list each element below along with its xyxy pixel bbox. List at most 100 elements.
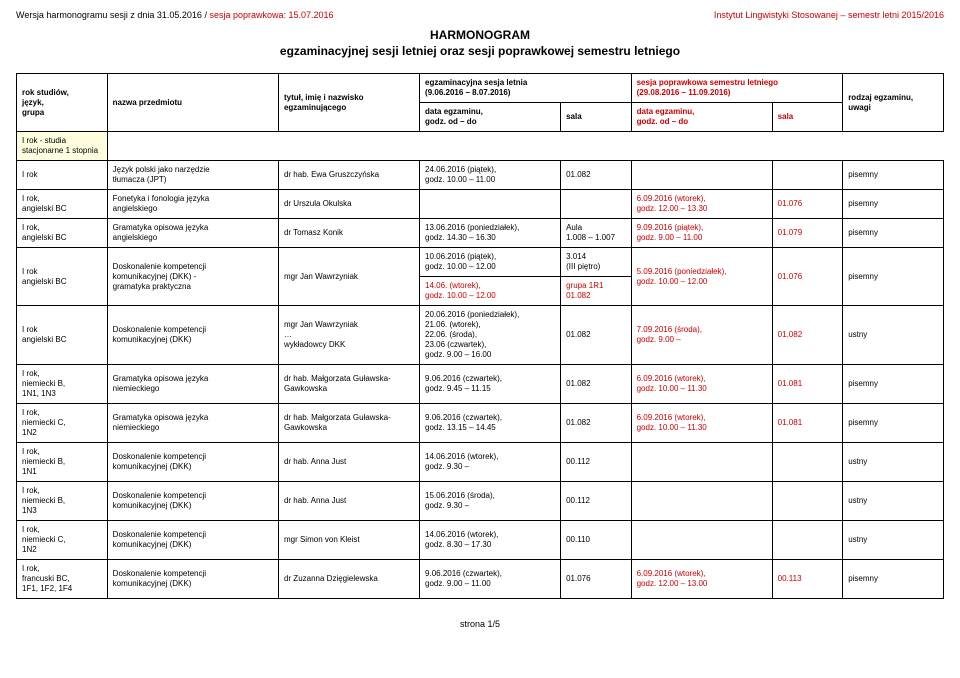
cell-rok: I rokangielski BC xyxy=(17,306,108,365)
cell-przedmiot: Fonetyka i fonologia językaangielskiego xyxy=(107,190,278,219)
cell-data2: 6.09.2016 (wtorek),godz. 10.00 – 11.30 xyxy=(631,404,772,443)
cell-grupa-sala: grupa 1R101.082 xyxy=(561,277,632,306)
version-resit: sesja poprawkowa: 15.07.2016 xyxy=(207,10,334,20)
cell-rodzaj: pisemny xyxy=(843,560,944,599)
cell-egzaminator: dr hab. Małgorzata Guławska-Gawkowska xyxy=(278,404,419,443)
cell-egzaminator: mgr Jan Wawrzyniak…wykładowcy DKK xyxy=(278,306,419,365)
col-egzaminator: tytuł, imię i nazwiskoegzaminującego xyxy=(278,74,419,132)
title-line2: egzaminacyjnej sesji letniej oraz sesji … xyxy=(16,44,944,60)
cell-data2: 7.09.2016 (środa),godz. 9.00 – xyxy=(631,306,772,365)
cell-przedmiot: Gramatyka opisowa językaniemieckiego xyxy=(107,365,278,404)
cell-data1: 14.06.2016 (wtorek),godz. 9.30 – xyxy=(420,443,561,482)
cell-rok: I rok,niemiecki B,1N1 xyxy=(17,443,108,482)
cell-przedmiot: Doskonalenie kompetencjikomunikacyjnej (… xyxy=(107,482,278,521)
cell-data1: 24.06.2016 (piątek),godz. 10.00 – 11.00 xyxy=(420,161,561,190)
cell-sala2: 01.076 xyxy=(772,248,843,306)
cell-przedmiot: Doskonalenie kompetencjikomunikacyjnej (… xyxy=(107,443,278,482)
cell-data1: 15.06.2016 (środa),godz. 9.30 – xyxy=(420,482,561,521)
cell-sala1: 01.082 xyxy=(561,306,632,365)
cell-egzaminator: dr hab. Anna Just xyxy=(278,482,419,521)
cell-sala2: 01.081 xyxy=(772,365,843,404)
cell-rodzaj: ustny xyxy=(843,306,944,365)
section-blank xyxy=(107,132,943,161)
cell-rodzaj: pisemny xyxy=(843,190,944,219)
cell-rok: I rok,angielski BC xyxy=(17,190,108,219)
col-przedmiot: nazwa przedmiotu xyxy=(107,74,278,132)
cell-rok: I rok,niemiecki C,1N2 xyxy=(17,521,108,560)
cell-przedmiot: Doskonalenie kompetencjikomunikacyjnej (… xyxy=(107,306,278,365)
cell-rodzaj: pisemny xyxy=(843,161,944,190)
version-date: Wersja harmonogramu sesji z dnia 31.05.2… xyxy=(16,10,207,20)
cell-data1: 10.06.2016 (piątek),godz. 10.00 – 12.00 xyxy=(420,248,561,277)
cell-data2 xyxy=(631,521,772,560)
cell-egzaminator: dr Zuzanna Dzięgielewska xyxy=(278,560,419,599)
cell-rodzaj: pisemny xyxy=(843,248,944,306)
cell-data1: 9.06.2016 (czwartek),godz. 13.15 – 14.45 xyxy=(420,404,561,443)
col-rodzaj: rodzaj egzaminu,uwagi xyxy=(843,74,944,132)
col-data2: data egzaminu,godz. od – do xyxy=(631,103,772,132)
cell-data2: 9.09.2016 (piątek),godz. 9.00 – 11.00 xyxy=(631,219,772,248)
cell-data1: 13.06.2016 (poniedziałek),godz. 14.30 – … xyxy=(420,219,561,248)
cell-egzaminator: mgr Jan Wawrzyniak xyxy=(278,248,419,306)
cell-rok: I rok,niemiecki B,1N1, 1N3 xyxy=(17,365,108,404)
cell-rok: I rok,angielski BC xyxy=(17,219,108,248)
cell-rodzaj: ustny xyxy=(843,482,944,521)
cell-sala2: 01.076 xyxy=(772,190,843,219)
top-bar: Wersja harmonogramu sesji z dnia 31.05.2… xyxy=(16,10,944,20)
cell-data2 xyxy=(631,443,772,482)
cell-sala1: 01.082 xyxy=(561,404,632,443)
span-letnia: egzaminacyjna sesja letnia(9.06.2016 – 8… xyxy=(420,74,632,103)
main-title: HARMONOGRAM egzaminacyjnej sesji letniej… xyxy=(16,28,944,59)
cell-data1: 14.06.2016 (wtorek),godz. 8.30 – 17.30 xyxy=(420,521,561,560)
cell-sala1: 3.014(III piętro) xyxy=(561,248,632,277)
cell-sala2 xyxy=(772,443,843,482)
col-sala1: sala xyxy=(561,103,632,132)
cell-data2: 5.09.2016 (poniedziałek),godz. 10.00 – 1… xyxy=(631,248,772,306)
version-info: Wersja harmonogramu sesji z dnia 31.05.2… xyxy=(16,10,334,20)
cell-data2: 6.09.2016 (wtorek),godz. 12.00 – 13.30 xyxy=(631,190,772,219)
cell-data2: 6.09.2016 (wtorek),godz. 10.00 – 11.30 xyxy=(631,365,772,404)
cell-sala2: 01.081 xyxy=(772,404,843,443)
cell-sala1: 00.110 xyxy=(561,521,632,560)
cell-sala1: 01.082 xyxy=(561,365,632,404)
cell-rok: I rok,niemiecki C,1N2 xyxy=(17,404,108,443)
cell-sala1: 01.076 xyxy=(561,560,632,599)
cell-sala2 xyxy=(772,482,843,521)
cell-rok: I rok,niemiecki B,1N3 xyxy=(17,482,108,521)
cell-rok: I rokangielski BC xyxy=(17,248,108,306)
cell-data2 xyxy=(631,482,772,521)
cell-data1: 20.06.2016 (poniedziałek),21.06. (wtorek… xyxy=(420,306,561,365)
col-data1: data egzaminu,godz. od – do xyxy=(420,103,561,132)
cell-egzaminator: dr Urszula Okulska xyxy=(278,190,419,219)
cell-sala2 xyxy=(772,521,843,560)
col-rok: rok studiów,język,grupa xyxy=(17,74,108,132)
cell-sala1: 01.082 xyxy=(561,161,632,190)
cell-przedmiot: Doskonalenie kompetencjikomunikacyjnej (… xyxy=(107,248,278,306)
cell-data1: 9.06.2016 (czwartek),godz. 9.00 – 11.00 xyxy=(420,560,561,599)
cell-data2: 6.09.2016 (wtorek),godz. 12.00 – 13.00 xyxy=(631,560,772,599)
cell-data1: 9.06.2016 (czwartek),godz. 9.45 – 11.15 xyxy=(420,365,561,404)
section-label: I rok - studia stacjonarne 1 stopnia xyxy=(17,132,108,161)
cell-przedmiot: Gramatyka opisowa językaniemieckiego xyxy=(107,404,278,443)
cell-sala2 xyxy=(772,161,843,190)
cell-rok: I rok xyxy=(17,161,108,190)
cell-rok: I rok,francuski BC,1F1, 1F2, 1F4 xyxy=(17,560,108,599)
cell-data2 xyxy=(631,161,772,190)
cell-rodzaj: pisemny xyxy=(843,219,944,248)
cell-grupa-data: 14.06. (wtorek),godz. 10.00 – 12.00 xyxy=(420,277,561,306)
cell-przedmiot: Język polski jako narzędzietłumacza (JPT… xyxy=(107,161,278,190)
cell-egzaminator: dr Tomasz Konik xyxy=(278,219,419,248)
cell-sala1 xyxy=(561,190,632,219)
cell-egzaminator: dr hab. Małgorzata Guławska-Gawkowska xyxy=(278,365,419,404)
cell-rodzaj: pisemny xyxy=(843,404,944,443)
cell-sala1: 00.112 xyxy=(561,482,632,521)
col-sala2: sala xyxy=(772,103,843,132)
cell-przedmiot: Doskonalenie kompetencjikomunikacyjnej (… xyxy=(107,560,278,599)
cell-sala2: 01.079 xyxy=(772,219,843,248)
cell-egzaminator: dr hab. Anna Just xyxy=(278,443,419,482)
cell-sala2: 01.082 xyxy=(772,306,843,365)
title-line1: HARMONOGRAM xyxy=(16,28,944,44)
schedule-table: rok studiów,język,grupanazwa przedmiotut… xyxy=(16,73,944,599)
cell-przedmiot: Gramatyka opisowa językaangielskiego xyxy=(107,219,278,248)
page-footer: strona 1/5 xyxy=(16,619,944,629)
